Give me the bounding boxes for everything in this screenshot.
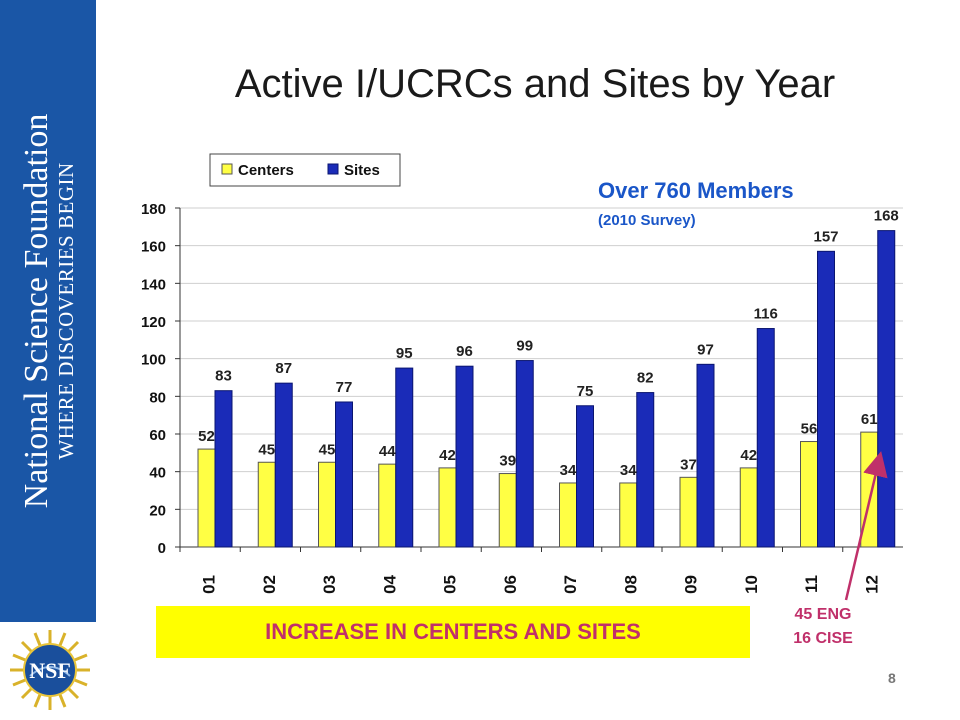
data-label-sites: 97 xyxy=(697,341,714,358)
data-label-sites: 82 xyxy=(637,370,654,387)
data-label-centers: 45 xyxy=(319,441,336,458)
bar-sites xyxy=(696,363,715,548)
bar-sites xyxy=(636,392,655,548)
x-tick-label: 02 xyxy=(260,575,279,594)
x-tick-label: 10 xyxy=(742,575,761,594)
bars xyxy=(197,230,896,548)
data-label-centers: 45 xyxy=(258,441,275,458)
y-tick-label: 140 xyxy=(141,276,166,293)
bar-sites xyxy=(576,405,594,548)
slide-title: Active I/UCRCs and Sites by Year xyxy=(234,62,836,106)
bar-sites xyxy=(515,360,534,548)
data-label-centers: 34 xyxy=(560,462,577,479)
y-tick-label: 80 xyxy=(149,389,166,406)
data-label-sites: 87 xyxy=(275,360,292,377)
y-tick-label: 0 xyxy=(158,540,166,557)
legend-swatch-sites xyxy=(327,163,339,175)
y-tick-label: 180 xyxy=(141,201,166,218)
data-label-centers: 44 xyxy=(379,443,396,460)
x-tick-label: 01 xyxy=(200,575,219,594)
legend-label-sites: Sites xyxy=(344,162,380,179)
bar-sites xyxy=(395,367,414,548)
data-label-sites: 116 xyxy=(754,306,778,323)
data-label-centers: 61 xyxy=(861,411,878,428)
data-label-centers: 42 xyxy=(439,447,456,464)
data-label-sites: 75 xyxy=(577,383,594,400)
data-label-sites: 157 xyxy=(813,228,838,245)
members-callout: Over 760 Members (2010 Survey) xyxy=(598,178,794,229)
data-label-centers: 52 xyxy=(198,428,215,445)
x-tick-label: 08 xyxy=(621,575,640,594)
y-tick-label: 160 xyxy=(141,239,166,256)
x-tick-label: 05 xyxy=(441,575,460,594)
legend-box xyxy=(209,153,401,187)
data-label-sites: 168 xyxy=(874,208,899,225)
bar-sites xyxy=(455,365,474,548)
x-tick-label: 12 xyxy=(862,575,881,594)
legend-label-centers: Centers xyxy=(238,162,294,179)
page-number: 8 xyxy=(888,670,896,686)
data-label-sites: 77 xyxy=(336,379,353,396)
axes: 0 20 40 60 80 100 120 140 160 180 01 02 03 04 05 06 07 08… xyxy=(141,201,903,594)
nsf-logo-icon: NSF xyxy=(10,630,90,710)
y-tick-label: 40 xyxy=(149,465,166,482)
annotation-cise: 16 CISE xyxy=(793,630,853,647)
data-label-centers: 56 xyxy=(801,421,818,438)
data-label-sites: 96 xyxy=(456,343,473,360)
data-labels: 52 83 45 87 45 77 44 95 42 96 39 99 34 75 34 82 37 97 42 11… xyxy=(198,208,899,479)
y-tick-label: 120 xyxy=(141,314,166,331)
bar-sites xyxy=(274,382,293,548)
x-tick-label: 04 xyxy=(380,574,399,593)
y-tick-label: 100 xyxy=(141,352,166,369)
logo-text: NSF xyxy=(29,658,71,683)
x-tick-label: 06 xyxy=(501,575,520,594)
x-tick-label: 07 xyxy=(561,575,580,594)
legend: Centers Sites xyxy=(209,153,401,187)
members-headline: Over 760 Members xyxy=(598,178,794,203)
banner-text: INCREASE IN CENTERS AND SITES xyxy=(265,619,641,644)
x-tick-label: 11 xyxy=(802,575,821,593)
x-tick-label: 03 xyxy=(320,575,339,594)
bar-sites xyxy=(817,250,835,548)
sidebar: National Science Foundation WHERE DISCOV… xyxy=(0,0,96,622)
members-note: (2010 Survey) xyxy=(598,212,696,229)
data-label-centers: 39 xyxy=(499,453,516,470)
data-label-sites: 95 xyxy=(396,345,413,362)
year12-annotation: 45 ENG 16 CISE xyxy=(778,603,868,651)
bar-sites xyxy=(214,390,233,548)
increase-banner: INCREASE IN CENTERS AND SITES xyxy=(156,606,750,658)
legend-swatch-centers xyxy=(221,163,233,175)
y-tick-label: 20 xyxy=(149,502,166,519)
data-label-centers: 42 xyxy=(740,447,757,464)
data-label-centers: 34 xyxy=(620,462,637,479)
annotation-eng: 45 ENG xyxy=(794,606,852,623)
gridlines xyxy=(180,207,903,510)
data-label-sites: 99 xyxy=(516,338,533,355)
x-tick-label: 09 xyxy=(682,575,701,594)
bar-sites xyxy=(756,328,775,548)
y-tick-label: 60 xyxy=(149,427,166,444)
data-label-sites: 83 xyxy=(215,368,232,385)
data-label-centers: 37 xyxy=(680,456,697,473)
bar-sites xyxy=(335,401,353,548)
